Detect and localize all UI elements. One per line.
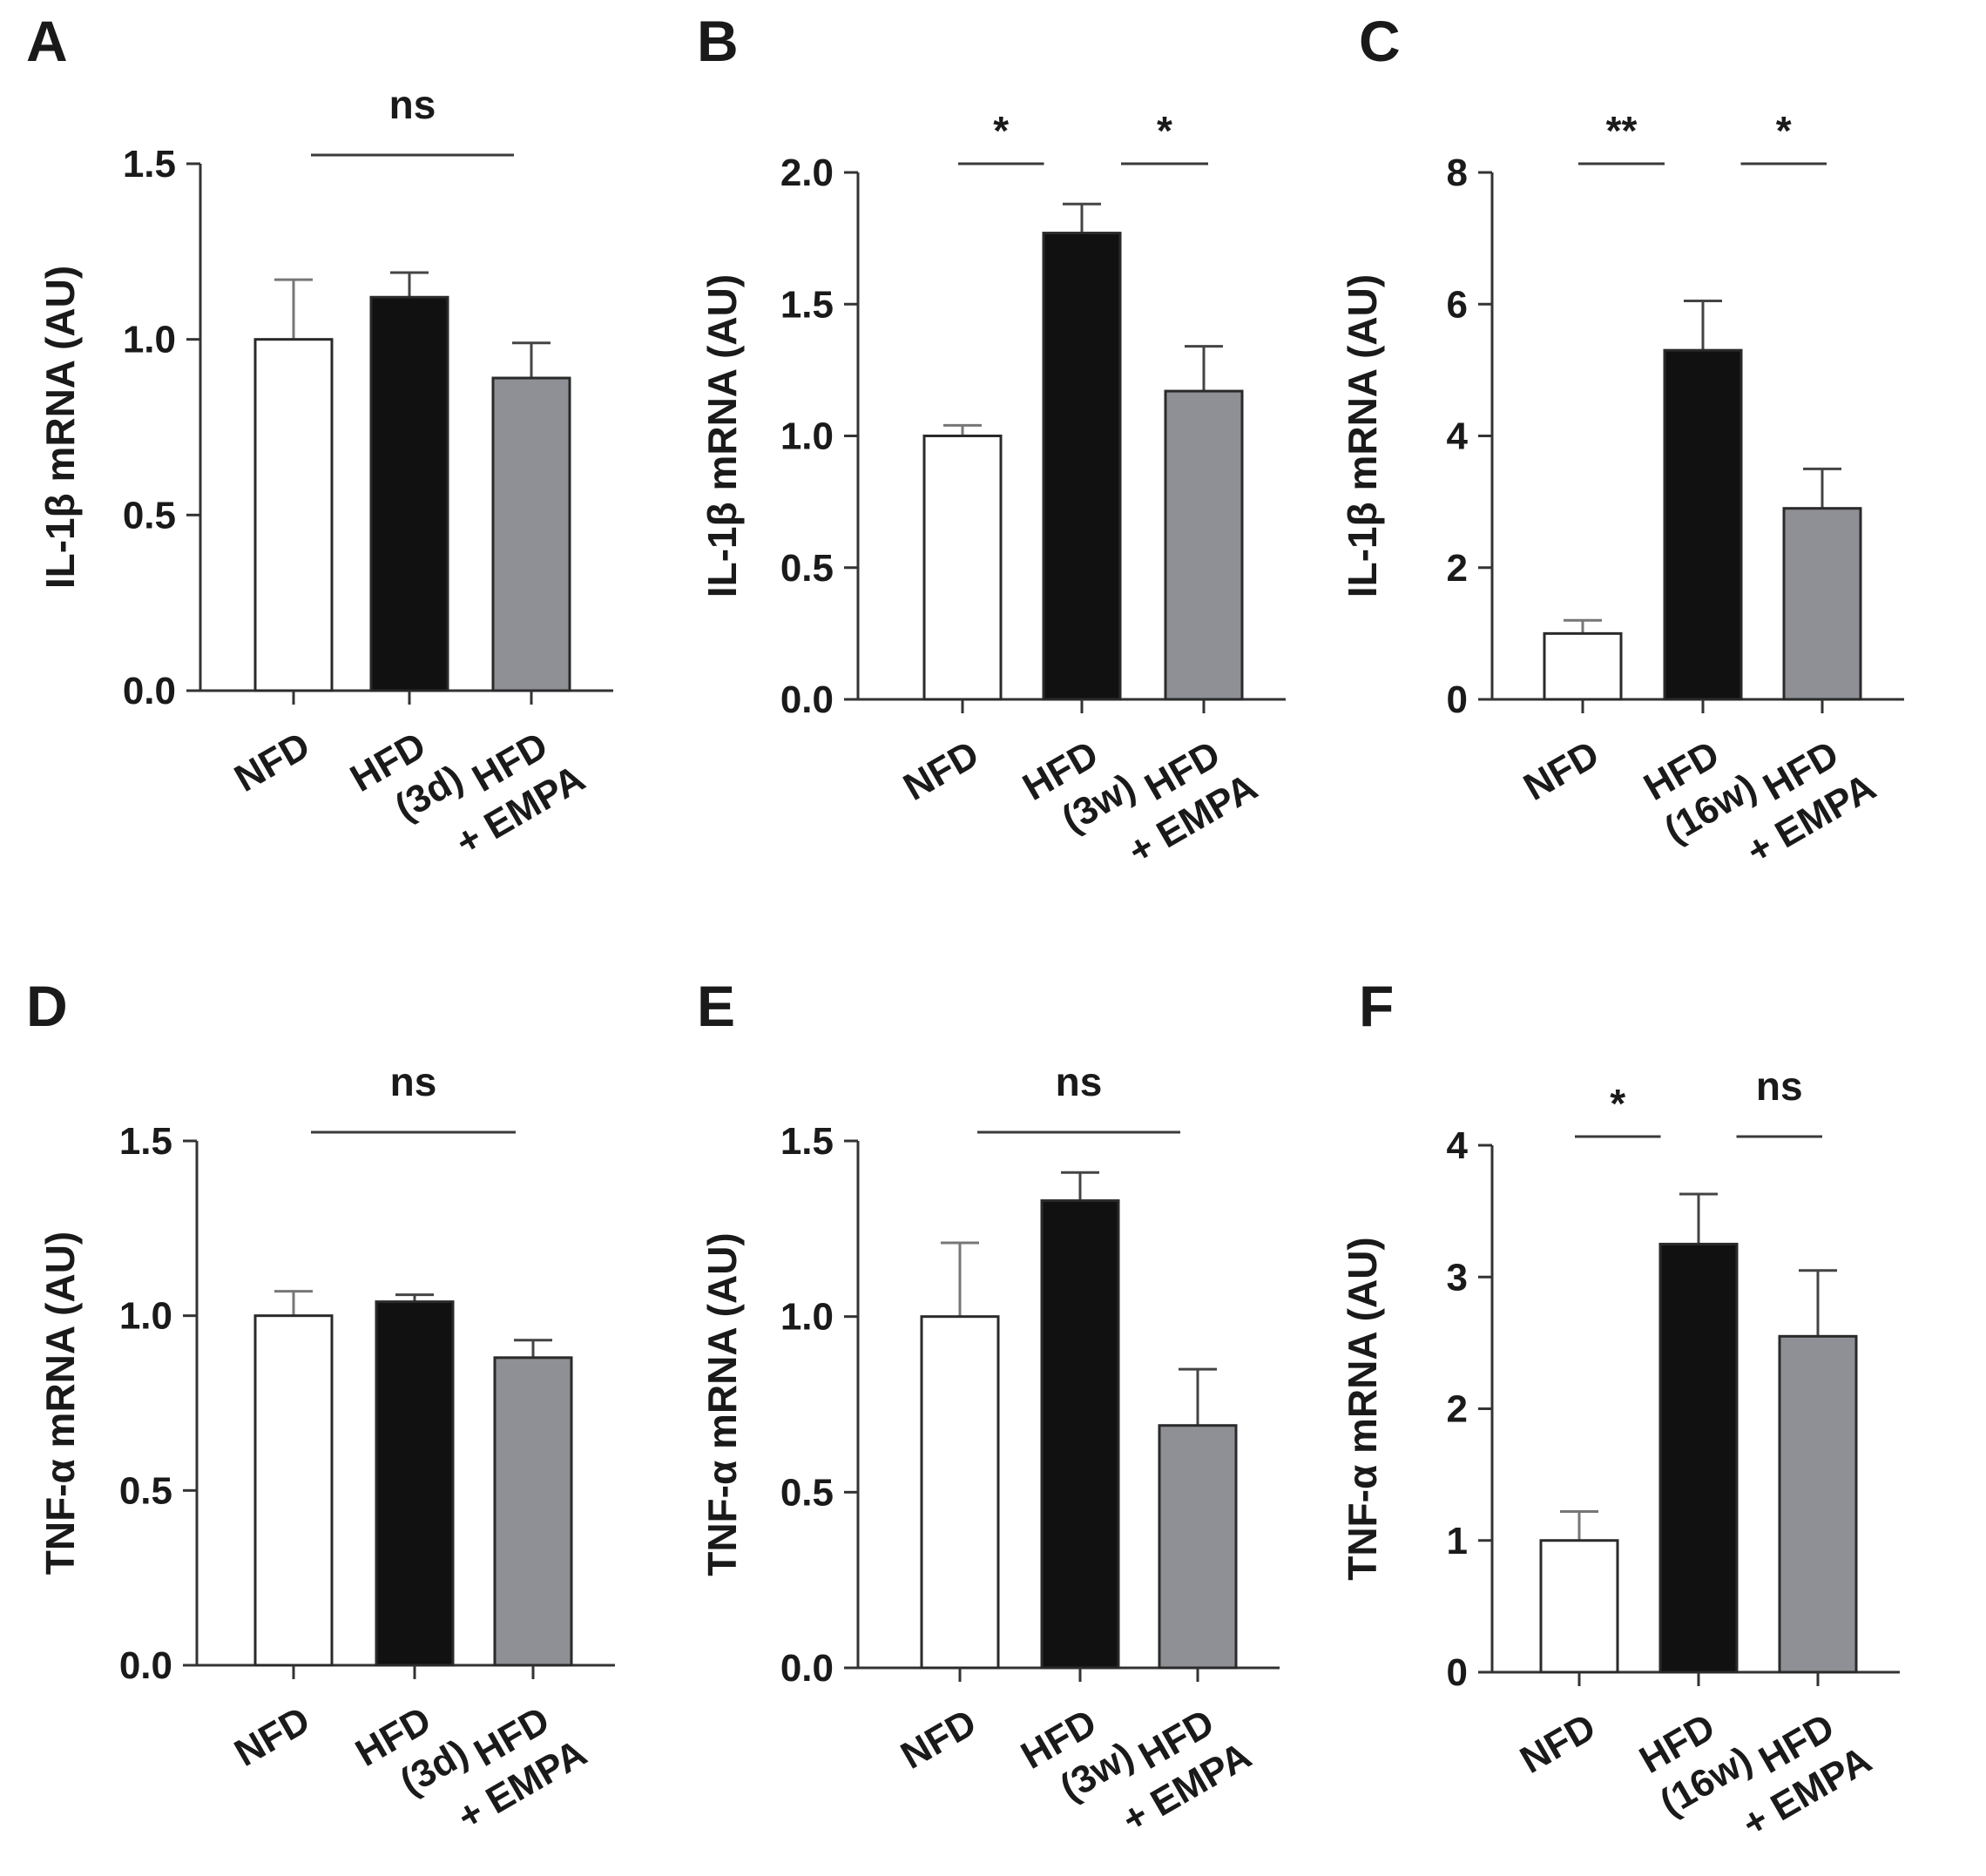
bar-hfd-empa	[1778, 1334, 1858, 1674]
bar-hfd	[369, 295, 449, 692]
y-tick-label: 1.5	[780, 283, 834, 326]
y-tick-label: 2.0	[780, 152, 834, 194]
y-tick-label: 1.0	[780, 1296, 834, 1339]
y-tick-label: 0.0	[123, 670, 176, 712]
y-axis-label: IL-1β mRNA (AU)	[699, 274, 745, 597]
bar-hfd-empa	[1782, 507, 1862, 701]
y-tick-label: 0.5	[123, 494, 176, 536]
y-tick-label: 0.5	[780, 1471, 834, 1514]
bar-nfd	[922, 435, 1003, 701]
y-axis-label: IL-1β mRNA (AU)	[37, 266, 83, 589]
bar-hfd-empa	[1158, 1424, 1238, 1670]
bar-hfd	[1658, 1242, 1739, 1674]
category-label-line: NFD	[1513, 1705, 1603, 1782]
category-label: HFD(3d)	[343, 716, 469, 840]
y-tick-label: 6	[1447, 283, 1468, 326]
panel-letter: E	[697, 974, 735, 1038]
y-tick-label: 3	[1447, 1256, 1468, 1299]
y-tick-label: 0	[1447, 678, 1468, 721]
y-tick-label: 4	[1447, 415, 1469, 458]
category-label: NFD	[894, 1701, 983, 1778]
y-tick-label: 0.5	[780, 547, 834, 590]
category-label-line: NFD	[227, 1698, 317, 1775]
bar-hfd	[1663, 348, 1743, 701]
y-tick-label: 4	[1447, 1124, 1469, 1167]
significance-label: *	[1157, 108, 1172, 153]
category-label: HFD(3w)	[1014, 1693, 1140, 1818]
y-tick-label: 8	[1447, 152, 1468, 194]
category-label: NFD	[1517, 732, 1606, 809]
significance-label: ns	[1756, 1063, 1803, 1109]
y-tick-label: 1.5	[780, 1120, 834, 1163]
y-tick-label: 0.0	[780, 678, 834, 721]
category-label: HFD(3w)	[1016, 725, 1142, 849]
significance-label: *	[993, 108, 1009, 153]
category-label-line: NFD	[1517, 732, 1606, 809]
significance-label: *	[1776, 108, 1792, 153]
significance-label: *	[1610, 1081, 1625, 1126]
y-tick-label: 0.0	[119, 1644, 172, 1687]
category-label-line: NFD	[896, 732, 986, 809]
y-tick-label: 1.0	[780, 415, 834, 458]
y-axis-label: TNF-α mRNA (AU)	[1340, 1237, 1385, 1581]
category-label-line: NFD	[227, 724, 317, 800]
y-axis-label: IL-1β mRNA (AU)	[1340, 274, 1385, 597]
bar-hfd	[1042, 232, 1122, 701]
significance-label: ns	[389, 82, 436, 127]
y-tick-label: 1.5	[119, 1120, 172, 1163]
category-label: NFD	[896, 732, 986, 809]
category-label-line: NFD	[894, 1701, 983, 1778]
y-tick-label: 2	[1447, 547, 1468, 590]
bar-nfd	[253, 1314, 334, 1667]
y-tick-label: 1	[1447, 1520, 1468, 1562]
bar-hfd	[1040, 1199, 1120, 1670]
significance-label: ns	[390, 1059, 437, 1104]
y-axis-label: TNF-α mRNA (AU)	[37, 1232, 83, 1576]
bar-hfd	[375, 1300, 455, 1667]
y-tick-label: 2	[1447, 1388, 1468, 1431]
category-label: HFD(3d)	[348, 1690, 475, 1815]
bar-hfd-empa	[491, 376, 571, 692]
bar-nfd	[1543, 631, 1623, 701]
y-tick-label: 1.0	[119, 1295, 172, 1338]
y-tick-label: 1.0	[123, 319, 176, 361]
panel-letter: A	[26, 9, 68, 73]
bar-nfd	[1539, 1539, 1619, 1674]
y-tick-label: 0	[1447, 1651, 1468, 1694]
panel-letter: B	[697, 9, 739, 73]
bar-nfd	[253, 338, 334, 692]
panel-b: B IL-1β mRNA (AU) 0.0 0.5 1.0 1.5 2.0 NFD HFD(3w…	[697, 9, 1286, 873]
panel-letter: F	[1359, 974, 1394, 1038]
significance-label: **	[1606, 108, 1638, 153]
panel-letter: D	[26, 974, 68, 1038]
category-label: NFD	[1513, 1705, 1603, 1782]
y-axis-label: TNF-α mRNA (AU)	[699, 1232, 745, 1576]
bar-nfd	[920, 1315, 1000, 1670]
y-tick-label: 1.5	[123, 143, 176, 186]
significance-label: ns	[1056, 1059, 1103, 1104]
category-label: NFD	[227, 724, 317, 800]
bar-hfd-empa	[1164, 389, 1244, 701]
y-tick-label: 0.0	[780, 1647, 834, 1690]
bar-hfd-empa	[493, 1356, 573, 1667]
category-label: NFD	[227, 1698, 317, 1775]
panel-letter: C	[1359, 9, 1401, 73]
y-tick-label: 0.5	[119, 1469, 172, 1512]
